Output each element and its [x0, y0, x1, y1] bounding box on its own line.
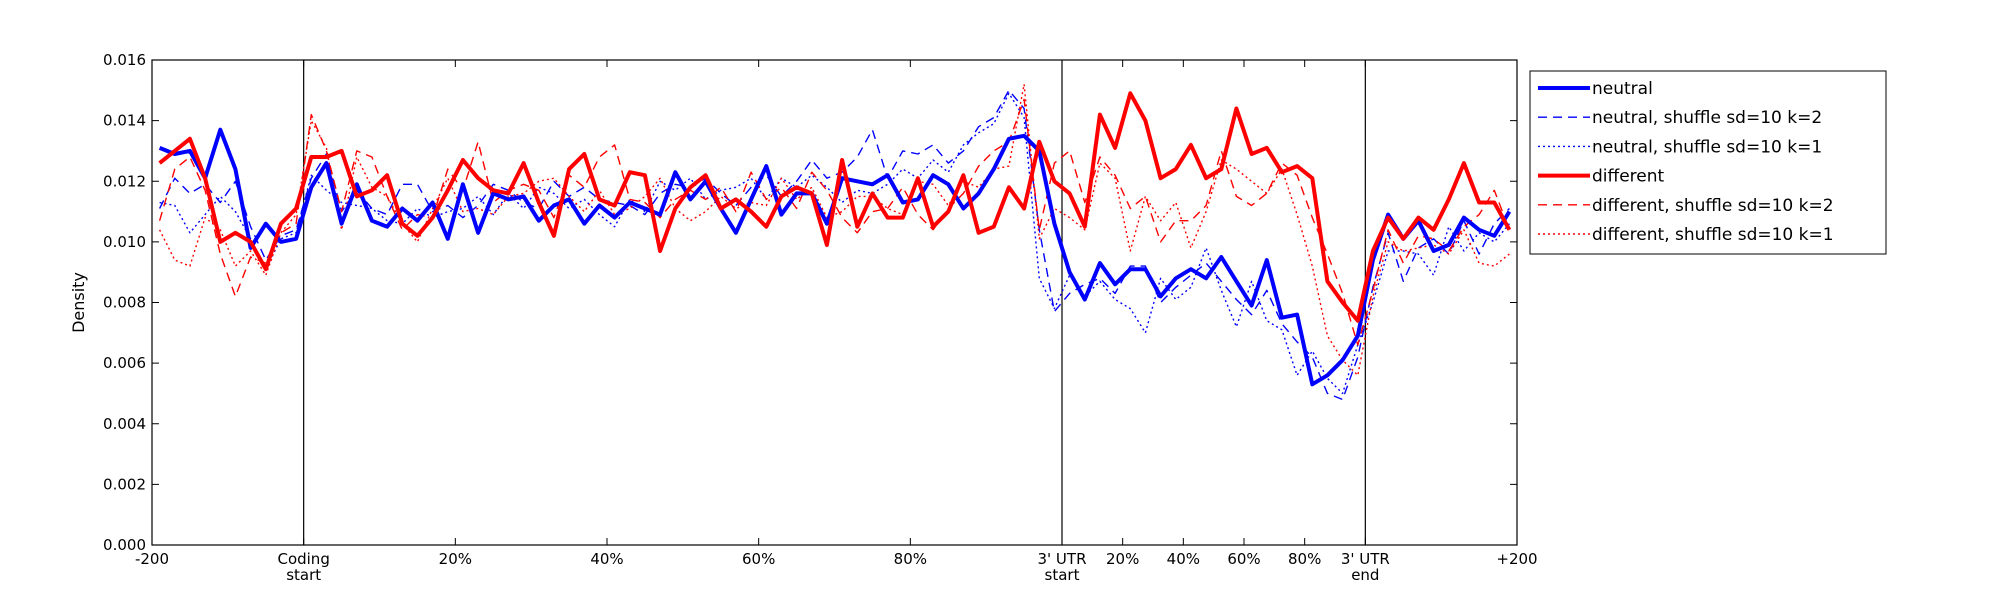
- legend-label: different, shuffle sd=10 k=1: [1592, 225, 1834, 245]
- series-layer: [158, 83, 1512, 401]
- x-tick-label: 80%: [894, 550, 927, 568]
- legend-label: neutral: [1592, 79, 1653, 99]
- y-tick-label: 0.016: [103, 51, 146, 69]
- x-tick-label: 3' UTR: [1038, 550, 1087, 568]
- legend-label: neutral, shuffle sd=10 k=1: [1592, 137, 1822, 157]
- y-axis: 0.000 0.002 0.004 0.006 0.008 0.010 0.012 0.014…: [103, 51, 1517, 554]
- series-line-3: [158, 91, 1512, 323]
- x-tick-label: 80%: [1288, 550, 1321, 568]
- x-tick-label: 60%: [742, 550, 775, 568]
- x-tick-label: +200: [1496, 550, 1537, 568]
- y-tick-label: 0.008: [103, 294, 146, 312]
- y-tick-label: 0.006: [103, 354, 146, 372]
- x-tick-label: 40%: [590, 550, 623, 568]
- y-tick-label: 0.004: [103, 415, 146, 433]
- y-tick-label: 0.014: [103, 112, 146, 130]
- legend: neutral neutral, shuffle sd=10 k=2 neutral…: [1529, 70, 1887, 255]
- x-tick-label: end: [1351, 566, 1379, 584]
- y-tick-label: 0.010: [103, 233, 146, 251]
- y-axis-label: Density: [69, 272, 88, 333]
- x-tick-label: 40%: [1167, 550, 1200, 568]
- y-tick-label: 0.002: [103, 475, 146, 493]
- series-line-4: [158, 98, 1511, 346]
- x-tick-label: 20%: [439, 550, 472, 568]
- x-tick-label: 3' UTR: [1341, 550, 1390, 568]
- x-tick-label: 60%: [1227, 550, 1260, 568]
- series-line-1: [158, 89, 1510, 401]
- legend-label: neutral, shuffle sd=10 k=2: [1592, 108, 1822, 128]
- x-tick-label: 20%: [1106, 550, 1139, 568]
- series-line-5: [158, 83, 1510, 376]
- y-tick-label: 0.012: [103, 172, 146, 190]
- y-tick-label: 0.000: [103, 536, 146, 554]
- legend-label: different, shuffle sd=10 k=2: [1592, 196, 1834, 216]
- x-tick-label: start: [1045, 566, 1080, 584]
- x-tick-label: start: [286, 566, 321, 584]
- x-tick-label: -200: [135, 550, 169, 568]
- x-tick-label: Coding: [277, 550, 329, 568]
- legend-label: different: [1592, 167, 1665, 187]
- legend-box: [1529, 70, 1887, 255]
